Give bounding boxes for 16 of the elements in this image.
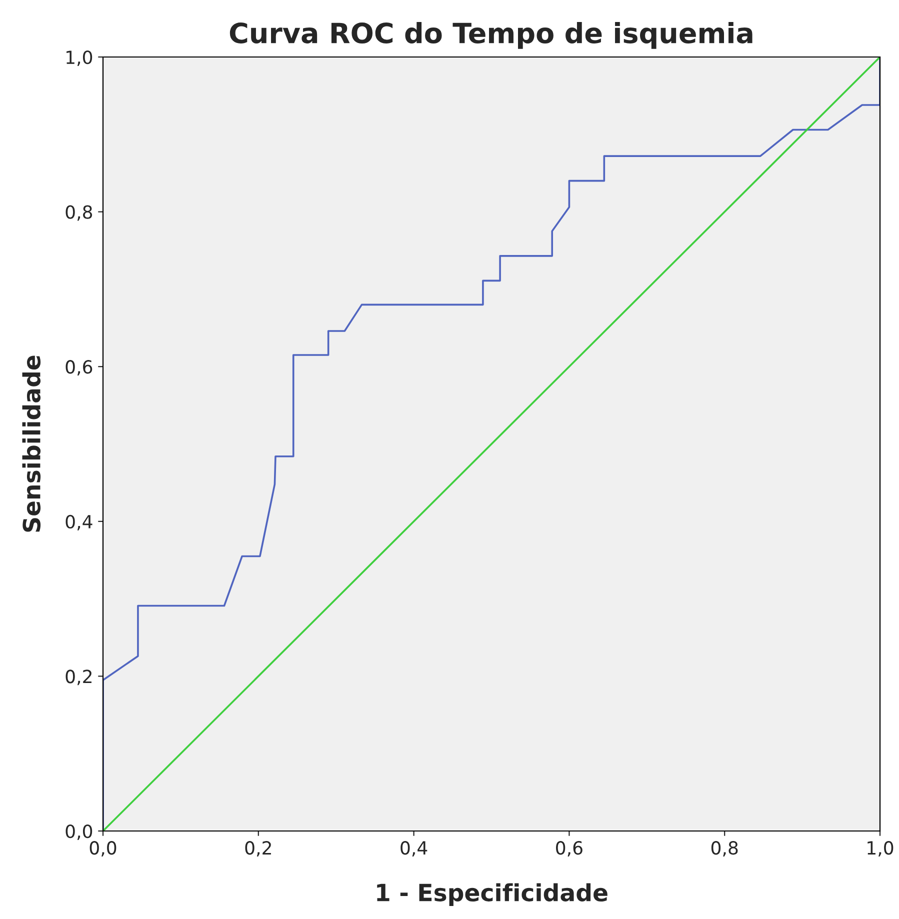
- x-tick-label: 0,8: [711, 841, 738, 857]
- x-tick-label: 0,6: [556, 841, 582, 857]
- y-tick-label: 0,0: [66, 824, 92, 840]
- y-tick-label: 1,0: [66, 50, 92, 66]
- x-tick-label: 0,0: [90, 841, 116, 857]
- x-tick-label: 0,4: [400, 841, 428, 857]
- y-axis-title: Sensibilidade: [22, 356, 41, 532]
- y-tick-label: 0,4: [66, 514, 92, 530]
- y-tick-label: 0,8: [66, 205, 92, 221]
- x-axis-title: 1 - Especificidade: [377, 883, 608, 906]
- x-tick-label: 1,0: [868, 841, 894, 857]
- x-tick-label: 0,2: [245, 841, 271, 857]
- y-tick-label: 0,6: [66, 360, 92, 376]
- chart-title: Curva ROC do Tempo de isquemia: [230, 22, 752, 49]
- line-series: [103, 57, 880, 831]
- y-tick-label: 0,2: [66, 670, 92, 686]
